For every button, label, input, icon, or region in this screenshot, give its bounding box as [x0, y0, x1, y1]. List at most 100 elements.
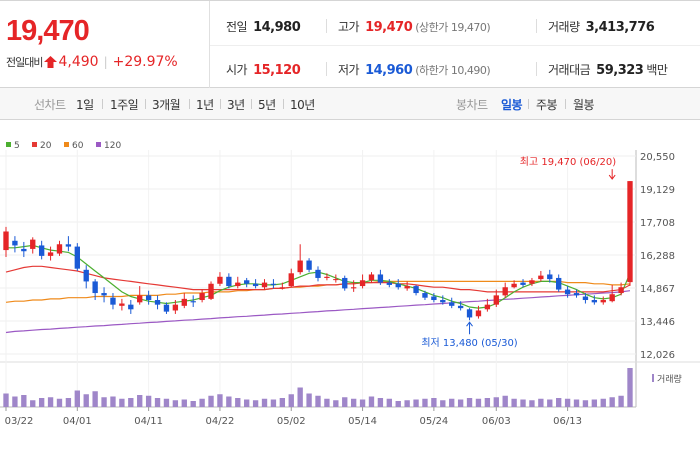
candle-body [573, 293, 580, 296]
ma120-line [5, 290, 631, 334]
tab-divider [220, 99, 221, 109]
volume-bar [38, 398, 45, 407]
upper-limit: (상한가 19,470) [415, 21, 491, 34]
x-tick-label: 05/02 [277, 416, 306, 427]
y-tick-label: 17,708 [640, 218, 675, 229]
moving-average-lines [5, 244, 631, 334]
candle-body [261, 282, 268, 288]
volume-bar [564, 398, 571, 407]
row-divider [210, 45, 700, 46]
volume-bar [538, 398, 544, 407]
tab-divider [251, 99, 252, 109]
high-label: 고가 [338, 20, 360, 34]
x-tick-label: 04/11 [134, 416, 163, 427]
candle-body [386, 282, 392, 285]
volume-bar [475, 398, 482, 407]
volume-bar [163, 398, 170, 407]
volume-bar [261, 398, 268, 407]
tab-5y[interactable]: 5년 [258, 98, 276, 112]
volume-bar [359, 399, 366, 407]
volume-bar [74, 390, 80, 407]
volume-bar [350, 398, 357, 407]
change-label: 전일대비 [6, 56, 43, 69]
volume-legend-swatch [652, 374, 654, 382]
volume-bar [609, 397, 615, 407]
candle-body [413, 286, 419, 294]
volume-bar [208, 395, 214, 407]
volume-bar [181, 399, 187, 407]
candle-body [422, 293, 428, 298]
candle-body [457, 305, 464, 309]
candle-body [270, 283, 277, 285]
x-tick-label: 06/03 [482, 416, 511, 427]
tab-3m[interactable]: 3개월 [152, 98, 181, 112]
volume-bar [591, 399, 598, 407]
volume-bar [128, 398, 134, 407]
volume-bar [511, 398, 517, 407]
candle-body [145, 295, 152, 301]
volume-bar [333, 400, 339, 407]
open-label: 시가 [226, 63, 248, 77]
ma60-line [5, 280, 631, 303]
tab-monthly[interactable]: 월봉 [573, 98, 595, 112]
candle-body [279, 287, 286, 289]
tab-weekly[interactable]: 주봉 [536, 98, 558, 112]
x-tick-label: 05/14 [348, 416, 377, 427]
candle-body [627, 181, 633, 283]
candle-body [65, 244, 72, 247]
candle-body [38, 245, 45, 256]
legend-label: 60 [72, 141, 84, 151]
candle-body [56, 244, 63, 254]
volume-bar [56, 398, 63, 407]
candlestick-chart: 5 20 60 120 20,550 19,129 17,708 16,288 14,867 1… [0, 141, 700, 427]
tab-1d[interactable]: 1일 [76, 98, 94, 112]
x-tick-label: 04/22 [206, 416, 235, 427]
y-tick-label: 12,026 [640, 350, 675, 361]
candle-body [83, 269, 89, 282]
volume-value: 3,413,776 [585, 20, 655, 35]
low-arrow-icon [466, 321, 473, 335]
volume-bar [386, 398, 392, 407]
low-annotation: 최저 13,480 (05/30) [421, 337, 517, 349]
line-chart-label: 선차트 [34, 98, 66, 112]
candle-body [172, 304, 179, 311]
volume-bar [377, 398, 384, 407]
candle-body [440, 300, 446, 303]
candle-body [431, 296, 437, 301]
candle-body [600, 300, 606, 303]
high-annotation: 최고 19,470 (06/20) [520, 156, 616, 168]
divider [536, 62, 537, 76]
volume-bar [137, 395, 143, 407]
candle-body [119, 303, 125, 306]
candle-body [30, 239, 36, 249]
amount-unit: 백만 [646, 63, 668, 77]
volume-bar [600, 398, 606, 407]
x-tick-label: 06/13 [553, 416, 582, 427]
tab-divider [102, 99, 103, 109]
volume-bar [368, 396, 375, 407]
tab-divider [189, 99, 190, 109]
tab-1w[interactable]: 1주일 [110, 98, 139, 112]
price-box: 19,470 전일대비 4,490 | +29.97% [0, 1, 210, 88]
volume-bar [466, 398, 473, 407]
candle-body [475, 310, 482, 317]
divider [326, 19, 327, 33]
volume-bar [279, 398, 286, 407]
tab-daily[interactable]: 일봉 [501, 98, 523, 112]
candle-body [154, 300, 161, 305]
tab-3y[interactable]: 3년 [227, 98, 245, 112]
legend-swatch [6, 142, 11, 147]
volume-bar [618, 395, 624, 407]
tab-1y[interactable]: 1년 [196, 98, 214, 112]
candle-body [359, 280, 366, 287]
x-tick-label: 03/22 [5, 416, 34, 427]
volume-bar [627, 368, 633, 407]
candle-body [350, 287, 357, 289]
volume-bar [440, 400, 446, 407]
volume-bar [502, 395, 508, 407]
tab-10y[interactable]: 10년 [290, 98, 315, 112]
tab-divider [145, 99, 146, 109]
y-tick-label: 16,288 [640, 251, 675, 262]
volume-bar [297, 387, 303, 407]
volume-bar [172, 400, 179, 407]
